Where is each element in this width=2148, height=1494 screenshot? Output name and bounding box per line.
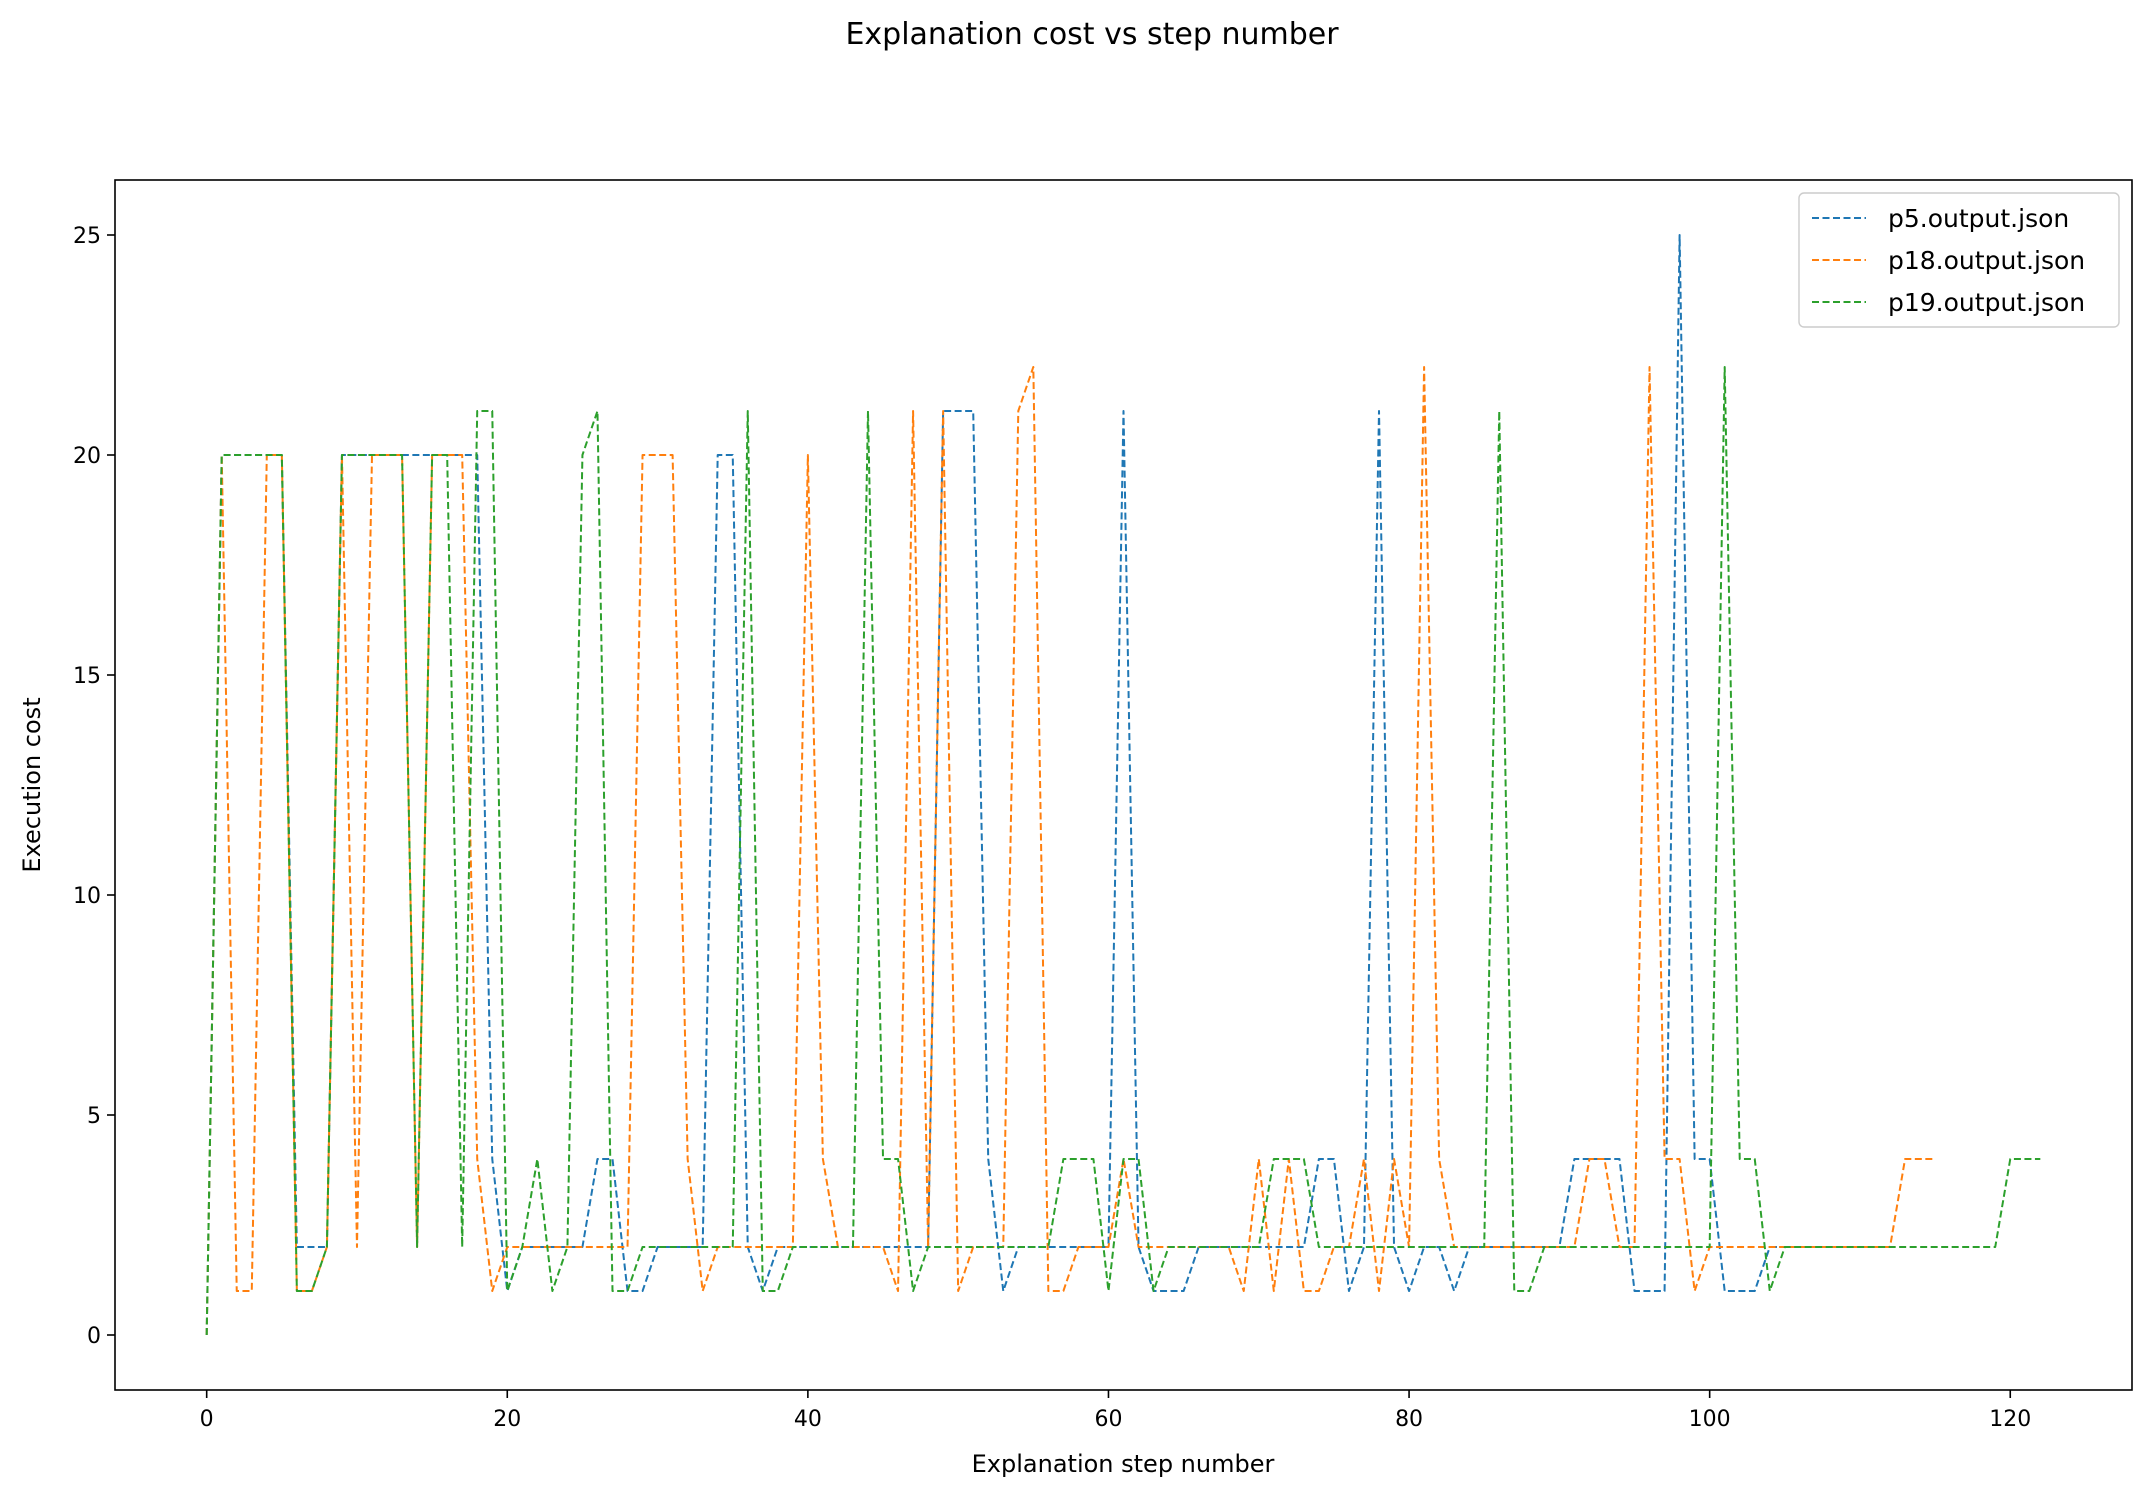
y-tick-label: 10 [73, 884, 101, 909]
y-axis-label: Execution cost [18, 697, 46, 872]
legend-label-p18: p18.output.json [1888, 246, 2085, 275]
legend-box [1798, 192, 2120, 328]
x-tick-label: 20 [493, 1407, 521, 1432]
x-axis-label: Explanation step number [972, 1450, 1275, 1478]
series-line-p19 [205, 366, 2041, 1336]
series-line-p5 [205, 234, 1891, 1336]
chart-title: Explanation cost vs step number [845, 17, 1339, 52]
x-tick-label: 60 [1094, 1407, 1122, 1432]
y-axis-ticks: 0 5 10 15 20 25 [73, 224, 115, 1349]
y-tick-label: 25 [73, 224, 101, 249]
x-tick-label: 0 [200, 1407, 214, 1432]
y-tick-label: 15 [73, 664, 101, 689]
x-tick-label: 100 [1689, 1407, 1731, 1432]
legend-label-p19: p19.output.json [1888, 288, 2085, 317]
y-tick-label: 5 [87, 1104, 101, 1129]
legend: p5.output.json p18.output.json p19.output.… [1798, 192, 2120, 328]
x-tick-label: 80 [1395, 1407, 1423, 1432]
x-tick-label: 40 [794, 1407, 822, 1432]
legend-label-p5: p5.output.json [1888, 204, 2069, 233]
x-tick-label: 120 [1989, 1407, 2031, 1432]
y-tick-label: 20 [73, 444, 101, 469]
series-line-p18 [205, 366, 1936, 1336]
plot-lines [205, 234, 2041, 1336]
plot-frame [114, 179, 2133, 1391]
y-tick-label: 0 [87, 1324, 101, 1349]
x-axis-ticks: 0 20 40 60 80 100 120 [200, 1390, 2031, 1432]
